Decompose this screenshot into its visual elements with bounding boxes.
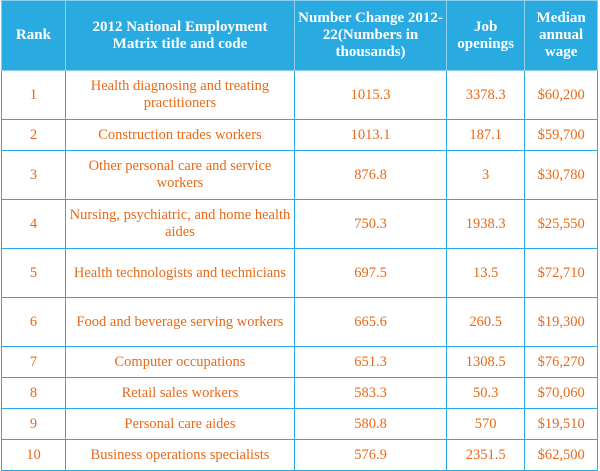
cell-openings: 260.5 bbox=[446, 297, 526, 347]
cell-rank: 4 bbox=[1, 199, 66, 249]
cell-wage: $72,710 bbox=[524, 248, 598, 298]
header-job-openings: Job openings bbox=[446, 0, 526, 71]
table-row: 6 Food and beverage serving workers 665.… bbox=[1, 297, 598, 347]
table-row: 4 Nursing, psychiatric, and home health … bbox=[1, 199, 598, 249]
cell-title: Personal care aides bbox=[64, 408, 296, 440]
cell-title: Food and beverage serving workers bbox=[64, 297, 296, 347]
cell-wage: $70,060 bbox=[524, 377, 598, 409]
cell-rank: 1 bbox=[1, 70, 66, 120]
cell-openings: 2351.5 bbox=[446, 439, 526, 471]
header-row: Rank 2012 National Employment Matrix tit… bbox=[1, 0, 598, 71]
header-median-wage: Median annual wage bbox=[524, 0, 598, 71]
cell-change: 876.8 bbox=[294, 150, 448, 200]
cell-rank: 3 bbox=[1, 150, 66, 200]
cell-title: Health diagnosing and treating practitio… bbox=[64, 70, 296, 120]
cell-openings: 3378.3 bbox=[446, 70, 526, 120]
cell-wage: $30,780 bbox=[524, 150, 598, 200]
cell-change: 1015.3 bbox=[294, 70, 448, 120]
table-row: 8 Retail sales workers 583.3 50.3 $70,06… bbox=[1, 377, 598, 409]
cell-wage: $19,300 bbox=[524, 297, 598, 347]
cell-title: Computer occupations bbox=[64, 346, 296, 378]
cell-openings: 187.1 bbox=[446, 119, 526, 151]
cell-change: 576.9 bbox=[294, 439, 448, 471]
cell-openings: 13.5 bbox=[446, 248, 526, 298]
cell-change: 697.5 bbox=[294, 248, 448, 298]
cell-rank: 10 bbox=[1, 439, 66, 471]
cell-title: Construction trades workers bbox=[64, 119, 296, 151]
cell-wage: $62,500 bbox=[524, 439, 598, 471]
header-rank: Rank bbox=[1, 0, 66, 71]
table-row: 3 Other personal care and service worker… bbox=[1, 150, 598, 200]
cell-wage: $59,700 bbox=[524, 119, 598, 151]
cell-title: Other personal care and service workers bbox=[64, 150, 296, 200]
cell-change: 580.8 bbox=[294, 408, 448, 440]
table-row: 2 Construction trades workers 1013.1 187… bbox=[1, 119, 598, 151]
table-row: 7 Computer occupations 651.3 1308.5 $76,… bbox=[1, 346, 598, 378]
header-number-change: Number Change 2012-22(Numbers in thousan… bbox=[294, 0, 448, 71]
cell-wage: $76,270 bbox=[524, 346, 598, 378]
cell-change: 651.3 bbox=[294, 346, 448, 378]
cell-change: 1013.1 bbox=[294, 119, 448, 151]
cell-wage: $25,550 bbox=[524, 199, 598, 249]
cell-wage: $19,510 bbox=[524, 408, 598, 440]
cell-openings: 1938.3 bbox=[446, 199, 526, 249]
cell-title: Nursing, psychiatric, and home health ai… bbox=[64, 199, 296, 249]
cell-change: 750.3 bbox=[294, 199, 448, 249]
cell-change: 583.3 bbox=[294, 377, 448, 409]
cell-rank: 8 bbox=[1, 377, 66, 409]
cell-title: Health technologists and technicians bbox=[64, 248, 296, 298]
header-title: 2012 National Employment Matrix title an… bbox=[64, 0, 296, 71]
table-row: 5 Health technologists and technicians 6… bbox=[1, 248, 598, 298]
cell-rank: 2 bbox=[1, 119, 66, 151]
cell-rank: 5 bbox=[1, 248, 66, 298]
cell-openings: 570 bbox=[446, 408, 526, 440]
cell-rank: 6 bbox=[1, 297, 66, 347]
cell-openings: 3 bbox=[446, 150, 526, 200]
cell-wage: $60,200 bbox=[524, 70, 598, 120]
cell-rank: 9 bbox=[1, 408, 66, 440]
table-row: 1 Health diagnosing and treating practit… bbox=[1, 70, 598, 120]
cell-openings: 50.3 bbox=[446, 377, 526, 409]
cell-title: Business operations specialists bbox=[64, 439, 296, 471]
cell-title: Retail sales workers bbox=[64, 377, 296, 409]
cell-rank: 7 bbox=[1, 346, 66, 378]
cell-openings: 1308.5 bbox=[446, 346, 526, 378]
table-row: 9 Personal care aides 580.8 570 $19,510 bbox=[1, 408, 598, 440]
cell-change: 665.6 bbox=[294, 297, 448, 347]
table-row: 10 Business operations specialists 576.9… bbox=[1, 439, 598, 471]
